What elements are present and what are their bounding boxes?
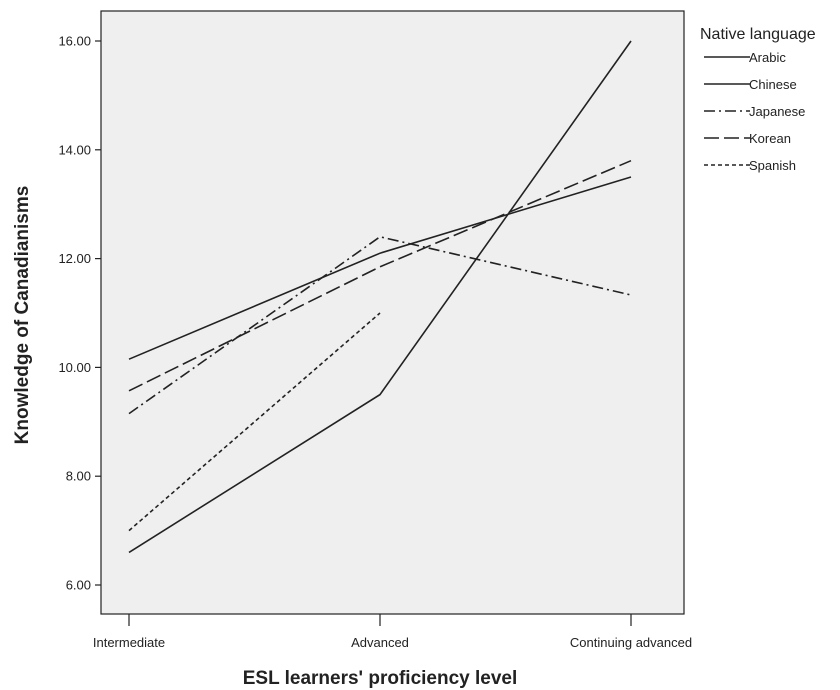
y-tick-label: 16.00 [58, 34, 91, 49]
x-tick-label: Advanced [351, 635, 409, 650]
y-tick-label: 6.00 [66, 578, 91, 593]
legend-label-chinese: Chinese [749, 77, 797, 92]
y-axis: 6.00 8.00 10.00 12.00 14.00 16.00 [58, 34, 101, 593]
legend-title: Native language [700, 26, 816, 43]
y-axis-title: Knowledge of Canadianisms [12, 186, 33, 445]
series-line-korean [128, 159, 632, 392]
legend-label-arabic: Arabic [749, 50, 786, 65]
x-tick-label: Intermediate [93, 635, 165, 650]
y-tick-label: 10.00 [58, 360, 91, 375]
legend-label-japanese: Japanese [749, 104, 805, 119]
y-tick-label: 14.00 [58, 142, 91, 157]
legend-label-korean: Korean [749, 131, 791, 146]
x-tick-label: Continuing advanced [570, 635, 692, 650]
x-axis-title: ESL learners' proficiency level [243, 668, 518, 689]
series-line-chinese [128, 176, 632, 360]
series-layer [128, 40, 632, 554]
series-line-japanese [128, 235, 632, 415]
y-tick-label: 12.00 [58, 251, 91, 266]
y-tick-label: 8.00 [66, 469, 91, 484]
plot-area [100, 10, 685, 615]
series-line-arabic [128, 40, 632, 554]
legend-label-spanish: Spanish [749, 158, 796, 173]
series-line-spanish [128, 312, 381, 532]
legend: Native language Arabic Chinese Japanese Kor… [700, 26, 816, 173]
x-axis: Intermediate Advanced Continuing advanced [93, 614, 692, 650]
